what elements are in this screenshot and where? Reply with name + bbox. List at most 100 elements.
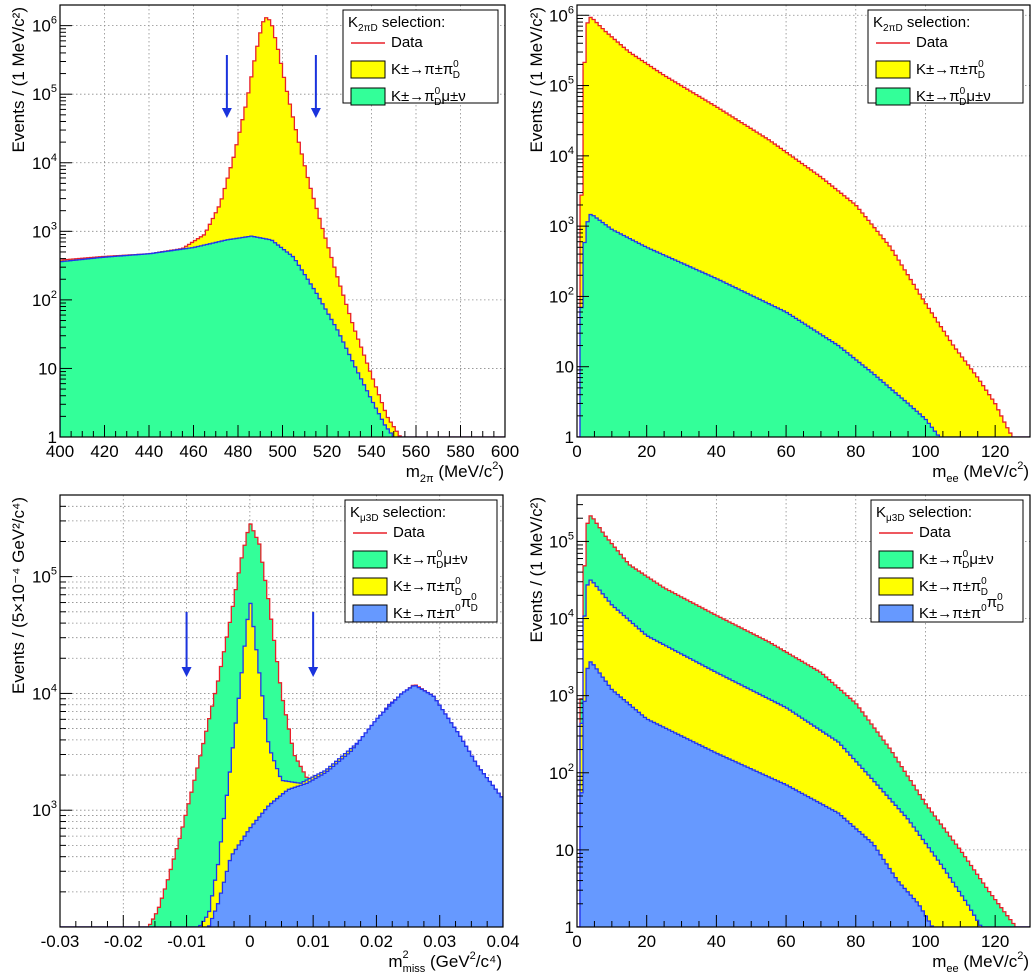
x-tick-label: 460 [179, 442, 207, 461]
x-tick-label: -0.01 [167, 932, 206, 951]
ticks [576, 14, 996, 438]
x-tick-label: 20 [637, 932, 656, 951]
y-tick-label: 102 [549, 762, 574, 783]
legend-swatch [875, 60, 911, 79]
ticks [576, 494, 996, 928]
legend-label: K±→π±π0 D [393, 576, 462, 598]
x-tick-label: 20 [637, 442, 656, 461]
x-tick-label: 40 [707, 442, 726, 461]
chart-panel-top-left: 400 420 440 460 480 500 520 540 560 580 600 1 10 102 1… [9, 4, 519, 485]
x-tick-label: 40 [707, 932, 726, 951]
legend: K2πD selection:Data K±→π±π0 D K±→π0 Dμ±ν [867, 9, 1024, 108]
cut-arrow [308, 612, 319, 677]
ticks [59, 494, 504, 928]
x-tick-label: 400 [46, 442, 74, 461]
legend-label: K±→π0 Dμ±ν [916, 86, 991, 108]
legend-label: K±→π0 Dμ±ν [393, 549, 468, 571]
x-tick-label: 120 [981, 932, 1009, 951]
legend-label: Data [919, 524, 951, 541]
x-tick-label: 520 [313, 442, 341, 461]
legend-header: K2πD selection: [348, 14, 445, 34]
y-tick-label: 103 [549, 215, 574, 236]
x-tick-label: -0.02 [104, 932, 143, 951]
x-tick-label: 540 [357, 442, 385, 461]
chart-panel-bottom-left: -0.03 -0.02 -0.01 0 0.01 0.02 0.03 0.04 103 104 10… [9, 494, 520, 975]
cut-arrow [310, 55, 321, 118]
y-tick-label: 102 [549, 285, 574, 306]
legend-swatch [875, 87, 911, 106]
x-tick-label: 80 [846, 932, 865, 951]
y-tick-label: 1 [565, 428, 574, 447]
chart-panel-bottom-right: 0 20 40 60 80 100 120 1 10 102 103 104 105 mee (MeV/c… [527, 494, 1031, 975]
y-tick-label: 102 [32, 289, 57, 310]
legend-header: Kμ3D selection: [876, 504, 972, 524]
legend-swatch [352, 577, 388, 596]
histogram-layer-2 [60, 235, 505, 437]
y-tick-label: 10 [38, 359, 57, 378]
x-tick-label: 480 [224, 442, 252, 461]
x-tick-label: 0 [572, 442, 581, 461]
y-tick-label: 103 [32, 799, 57, 820]
y-tick-label: 106 [32, 15, 57, 36]
legend-swatch [878, 550, 914, 569]
histogram-layer-3 [577, 661, 1030, 927]
histogram [60, 17, 505, 437]
y-axis-label: Events / (1 MeV/c²) [9, 7, 28, 152]
cut-arrow [221, 55, 232, 118]
histogram [60, 523, 503, 927]
x-tick-label: 60 [777, 442, 796, 461]
histogram [577, 515, 1030, 927]
y-tick-label: 104 [32, 152, 57, 173]
y-tick-label: 104 [32, 682, 57, 703]
legend-swatch [352, 550, 388, 569]
legend-swatch [878, 604, 914, 623]
y-tick-label: 104 [549, 608, 574, 629]
legend: K2πD selection:Data K±→π±π0 D K±→π0 Dμ±ν [342, 9, 499, 108]
x-axis-label: mee (MeV/c2) [932, 950, 1029, 975]
x-tick-label: 500 [268, 442, 296, 461]
y-tick-label: 1 [48, 428, 57, 447]
histogram-layer-3 [60, 685, 503, 927]
x-tick-label: 0 [245, 932, 254, 951]
legend-label: K±→π0 Dμ±ν [919, 549, 994, 571]
y-tick-label: 10 [555, 841, 574, 860]
y-tick-label: 105 [549, 75, 574, 96]
legend-label: K±→π±π0 D [391, 59, 460, 81]
x-tick-label: 0.02 [360, 932, 393, 951]
legend-swatch [350, 60, 386, 79]
y-tick-label: 103 [32, 220, 57, 241]
x-tick-label: 100 [911, 442, 939, 461]
y-tick-label: 10 [555, 358, 574, 377]
x-tick-label: 120 [981, 442, 1009, 461]
y-tick-label: 106 [549, 4, 574, 25]
legend-label: K±→π0 Dμ±ν [391, 86, 466, 108]
histogram-layer-2 [577, 213, 1030, 437]
legend-header: K2πD selection: [873, 14, 970, 34]
x-tick-label: 440 [135, 442, 163, 461]
x-tick-label: 80 [846, 442, 865, 461]
x-axis-label: m2π (MeV/c2) [406, 460, 504, 485]
x-tick-label: 100 [911, 932, 939, 951]
x-axis-label: m2 miss (GeV2/c⁴) [388, 949, 502, 975]
x-axis-label: mee (MeV/c2) [932, 460, 1029, 485]
legend-label: Data [916, 34, 948, 51]
legend-label: K±→π±π0π0 D [919, 592, 1004, 622]
y-tick-label: 105 [549, 530, 574, 551]
y-tick-label: 104 [549, 145, 574, 166]
y-axis-label: Events / (5×10⁻⁴ GeV²/c⁴) [9, 497, 28, 694]
x-tick-label: 600 [491, 442, 519, 461]
legend-swatch [350, 87, 386, 106]
x-tick-label: 0 [572, 932, 581, 951]
x-tick-label: -0.03 [41, 932, 80, 951]
ticks [59, 4, 506, 438]
chart-panel-top-right: 0 20 40 60 80 100 120 1 10 102 103 104 105 106 mee (Me… [527, 4, 1031, 485]
x-tick-label: 420 [90, 442, 118, 461]
legend-header: Kμ3D selection: [350, 504, 446, 524]
x-tick-label: 580 [446, 442, 474, 461]
x-tick-label: 60 [777, 932, 796, 951]
y-tick-label: 105 [32, 566, 57, 587]
x-tick-label: 560 [402, 442, 430, 461]
legend-label: Data [391, 34, 423, 51]
histogram [577, 16, 1030, 437]
